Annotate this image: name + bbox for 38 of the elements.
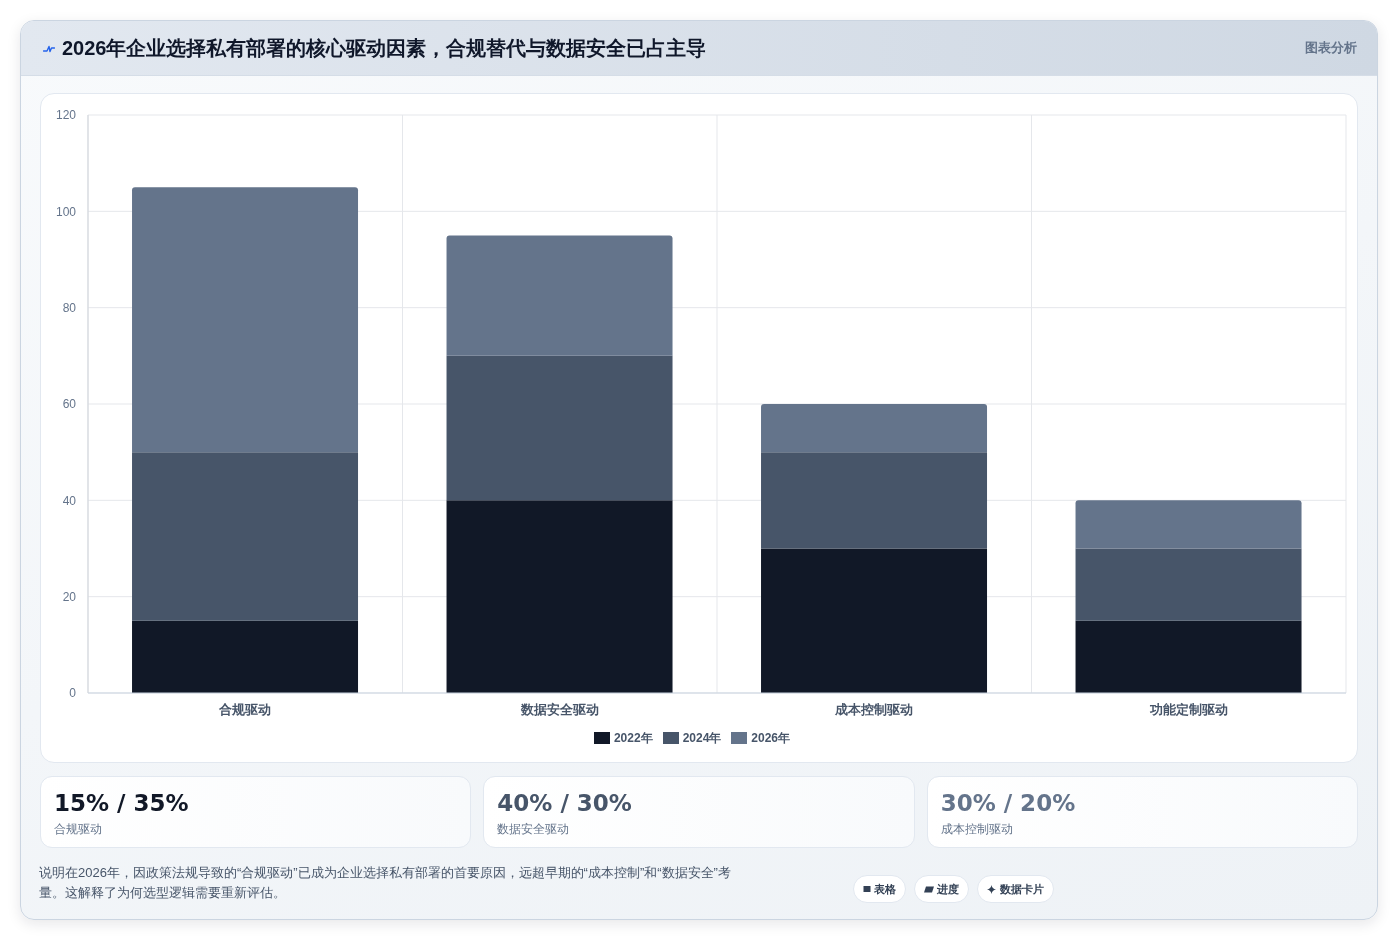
text: 成本控制驱动	[940, 821, 1014, 837]
y-tick-label: 120	[55, 108, 77, 123]
text: 表格	[874, 881, 896, 897]
legend-label: 2022年	[613, 731, 653, 745]
text: 进度	[937, 881, 959, 897]
text: 合规驱动	[54, 821, 103, 837]
bar	[132, 452, 359, 621]
text: 说明在2026年，因政策法规导致的“合规驱动”已成为企业选择私有部署的首要原因，远超早期的“成本控制”和“数据安全”考量。这解释了为何选型逻辑需要重新评估。	[39, 864, 732, 902]
bar	[446, 500, 673, 693]
y-tick-label: 20	[62, 589, 77, 604]
bar	[761, 452, 988, 549]
y-tick-label: 0	[69, 686, 77, 701]
bar	[1075, 620, 1302, 693]
chart-subtitle: 图表分析	[1305, 40, 1357, 56]
bar	[761, 404, 988, 453]
text: 数据安全驱动	[497, 821, 571, 837]
chart-title: 2026年企业选择私有部署的核心驱动因素，合规替代与数据安全已占主导	[62, 36, 707, 60]
x-tick-label: 合规驱动	[218, 702, 272, 718]
bar	[1075, 500, 1302, 549]
y-tick-label: 100	[55, 204, 77, 219]
bar	[761, 548, 988, 693]
y-tick-label: 40	[62, 493, 77, 508]
text: 30% / 20%	[940, 789, 1077, 817]
x-tick-label: 成本控制驱动	[834, 702, 914, 718]
legend-label: 2024年	[682, 731, 722, 745]
legend-label: 2026年	[751, 731, 791, 745]
bar	[132, 187, 359, 453]
bar	[446, 355, 673, 501]
text: 数据卡片	[1000, 881, 1044, 897]
x-tick-label: 数据安全驱动	[519, 702, 599, 718]
bar	[446, 235, 673, 356]
bar	[132, 620, 359, 693]
text: 15% / 35%	[54, 789, 190, 817]
y-tick-label: 60	[62, 397, 77, 412]
y-tick-label: 80	[62, 300, 77, 315]
text: 40% / 30%	[497, 789, 633, 817]
bar	[1075, 548, 1302, 621]
x-tick-label: 功能定制驱动	[1148, 702, 1228, 718]
